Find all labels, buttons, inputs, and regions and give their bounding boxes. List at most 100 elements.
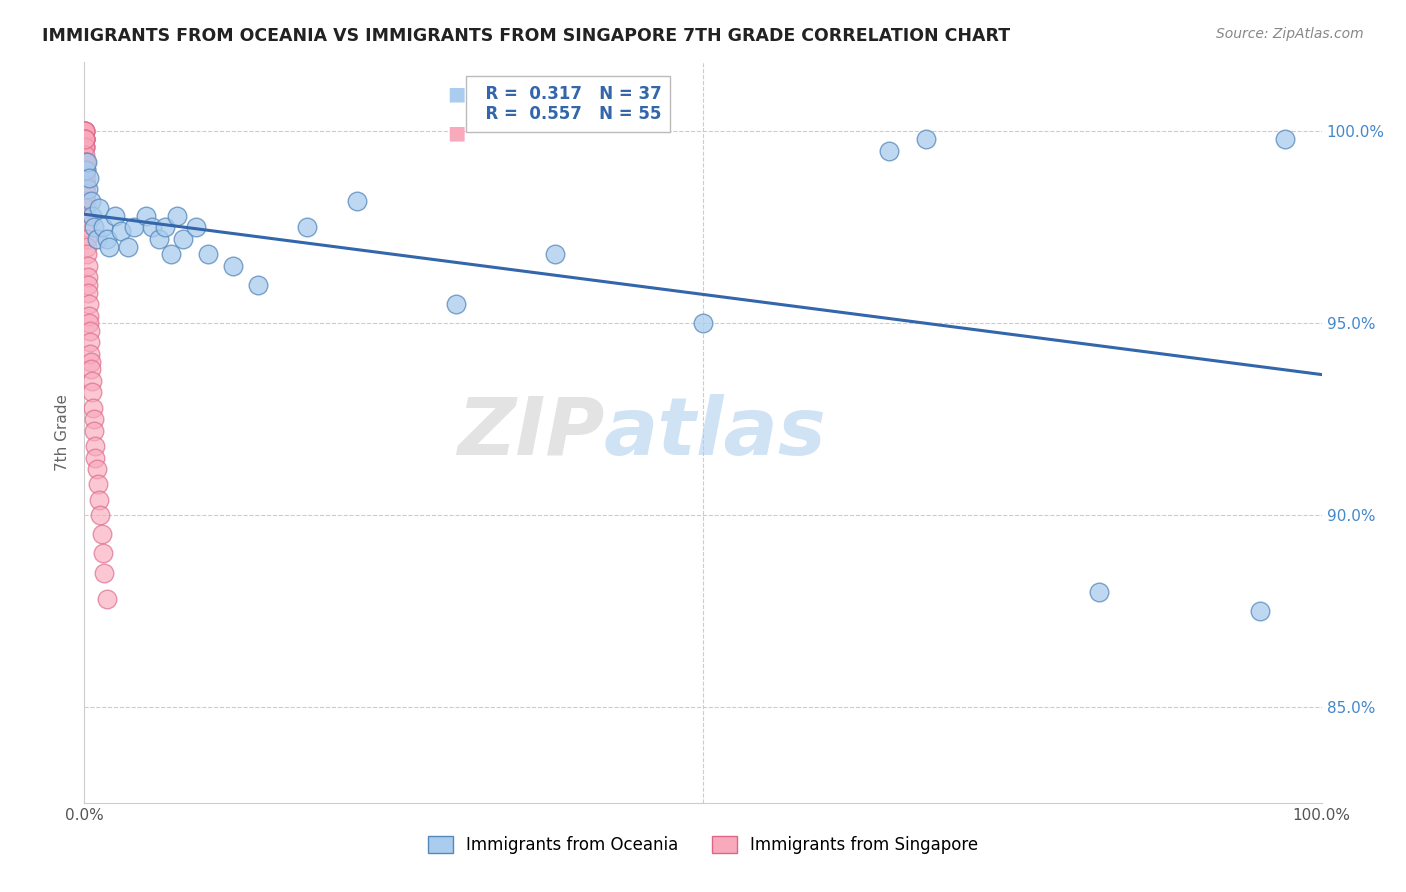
Point [83,439,105,453]
Point [73,140,96,154]
Point [79,354,101,368]
Point [73,124,96,138]
Point [91,546,114,560]
Point [98,239,121,253]
Point [75,155,97,169]
Point [77,309,100,323]
Point [77,285,100,300]
Point [79,194,101,208]
Point [76,259,98,273]
Point [75,132,97,146]
Point [444,297,467,311]
Point [73,124,96,138]
Point [87,477,110,491]
Point [1249,604,1271,618]
Point [73,124,96,138]
Point [76,155,98,169]
Point [914,132,936,146]
Point [75,155,97,169]
Point [79,324,101,338]
Point [76,239,98,253]
Point [73,132,96,146]
Point [89,201,111,215]
Point [75,140,97,154]
Text: ■: ■ [447,85,465,103]
Point [80,374,103,388]
Point [75,162,97,177]
Point [141,220,163,235]
Point [73,132,96,146]
Point [96,232,118,246]
Point [76,220,98,235]
Point [1274,132,1296,146]
Point [91,220,114,235]
Point [76,247,98,261]
Point [877,144,900,158]
Point [110,224,132,238]
Point [692,316,714,330]
Point [73,124,96,138]
Point [122,220,145,235]
Point [184,220,207,235]
Point [79,335,101,350]
Point [75,170,97,185]
Point [135,209,157,223]
Point [77,297,100,311]
Point [117,239,139,253]
Point [79,347,101,361]
Point [86,232,108,246]
Point [82,385,104,400]
Text: ZIP: ZIP [457,393,605,472]
Point [80,362,103,376]
Point [75,186,97,200]
Point [82,401,104,415]
Point [75,162,97,177]
Point [83,412,105,426]
Text: ■: ■ [447,123,465,142]
Point [222,259,245,273]
Y-axis label: 7th Grade: 7th Grade [55,394,70,471]
Point [73,132,96,146]
Point [160,247,183,261]
Point [84,450,107,465]
Point [77,277,100,292]
Point [1088,584,1111,599]
Point [75,124,97,138]
Point [75,209,97,223]
Point [89,492,111,507]
Point [295,220,318,235]
Point [172,232,194,246]
Text: IMMIGRANTS FROM OCEANIA VS IMMIGRANTS FROM SINGAPORE 7TH GRADE CORRELATION CHART: IMMIGRANTS FROM OCEANIA VS IMMIGRANTS FR… [42,27,1011,45]
Point [166,209,188,223]
Point [76,270,98,285]
Point [246,277,269,292]
Point [104,209,127,223]
Point [90,527,112,541]
Point [77,182,100,196]
Point [75,201,97,215]
Point [346,194,368,208]
Text: Source: ZipAtlas.com: Source: ZipAtlas.com [1216,27,1364,41]
Point [197,247,219,261]
Legend: Immigrants from Oceania, Immigrants from Singapore: Immigrants from Oceania, Immigrants from… [422,830,984,861]
Point [83,220,105,235]
Text: R =  0.317   N = 37
  R =  0.557   N = 55: R = 0.317 N = 37 R = 0.557 N = 55 [474,85,662,123]
Text: atlas: atlas [605,393,827,472]
Point [75,132,97,146]
Point [80,209,103,223]
Point [75,147,97,161]
Point [79,316,101,330]
Point [83,424,105,438]
Point [89,508,111,522]
Point [73,132,96,146]
Point [79,170,101,185]
Point [76,232,98,246]
Point [75,194,97,208]
Point [93,566,115,580]
Point [86,462,108,476]
Point [148,232,170,246]
Point [96,592,118,607]
Point [153,220,176,235]
Point [75,140,97,154]
Point [543,247,565,261]
